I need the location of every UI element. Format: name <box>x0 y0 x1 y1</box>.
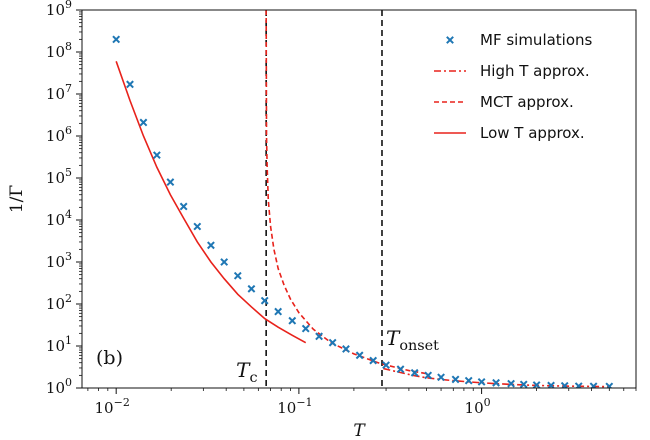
scatter-point <box>464 376 473 385</box>
scatter-point <box>260 296 269 305</box>
scatter-point <box>369 356 378 365</box>
chart-marks <box>112 10 614 388</box>
scatter-point <box>328 338 337 347</box>
tc-label: Tc <box>236 358 257 386</box>
scatter-point <box>233 271 242 280</box>
scatter-point <box>605 382 614 388</box>
scatter-point <box>532 381 541 388</box>
scatter-point <box>288 316 297 325</box>
scatter-point <box>437 373 445 382</box>
legend-marker-scatter <box>446 36 454 44</box>
scatter-point <box>410 368 419 377</box>
x-tick-label: 10−2 <box>95 396 130 417</box>
scatter-point <box>274 307 283 316</box>
legend-label: Low T approx. <box>480 124 585 142</box>
y-tick-label: 105 <box>46 166 72 187</box>
scatter-point <box>126 80 134 89</box>
x-tick-label: 10−1 <box>277 396 312 417</box>
legend-label: High T approx. <box>480 62 590 80</box>
y-tick-label: 106 <box>46 124 72 145</box>
scatter-point <box>355 351 364 360</box>
scatter-point <box>139 118 148 127</box>
x-axis-label: T <box>353 421 366 440</box>
series-line-mct-approx- <box>265 10 427 375</box>
y-tick-label: 101 <box>46 334 72 355</box>
scatter-point <box>193 222 202 231</box>
y-axis-label: 1/Γ <box>7 185 27 214</box>
scatter-point <box>315 332 324 341</box>
scatter-point <box>519 380 528 388</box>
scatter-point <box>492 378 500 387</box>
scatter-point <box>396 365 405 374</box>
legend-label: MF simulations <box>480 31 593 49</box>
legend-label: MCT approx. <box>480 93 574 111</box>
scatter-point <box>207 241 215 250</box>
scatter-point <box>220 258 229 266</box>
scatter-point <box>382 361 390 370</box>
y-tick-label: 109 <box>46 0 72 19</box>
scatter-point <box>589 382 598 388</box>
legend: MF simulations High T approx. MCT approx. L… <box>434 31 593 142</box>
axes-frame <box>81 9 637 389</box>
y-tick-label: 100 <box>46 376 72 397</box>
scatter-point <box>112 35 121 44</box>
annotations: Tc Tonset (b) <box>96 326 439 386</box>
scatter-point <box>451 375 460 384</box>
scatter-point <box>477 377 486 386</box>
y-tick-label: 103 <box>46 250 72 271</box>
scatter-point <box>574 382 583 388</box>
y-tick-label: 104 <box>46 208 72 229</box>
tonset-label: Tonset <box>386 326 439 354</box>
axis-ticks: 10−2 10−1 100 100 101 102 103 104 105 106 107 108 10… <box>46 0 637 417</box>
panel-label: (b) <box>96 347 123 369</box>
y-tick-label: 107 <box>46 82 72 103</box>
x-tick-label: 100 <box>465 396 491 417</box>
scatter-point <box>507 379 515 388</box>
series-line-low-t-approx- <box>115 61 307 344</box>
scatter-point <box>247 284 256 293</box>
scatter-point <box>166 178 175 186</box>
scatter-point <box>424 371 433 380</box>
scatter-point <box>342 345 350 353</box>
scatter-point <box>179 202 188 211</box>
scatter-point <box>152 151 161 160</box>
y-tick-label: 102 <box>46 292 72 313</box>
y-tick-label: 108 <box>46 40 72 61</box>
scatter-point <box>301 324 310 333</box>
